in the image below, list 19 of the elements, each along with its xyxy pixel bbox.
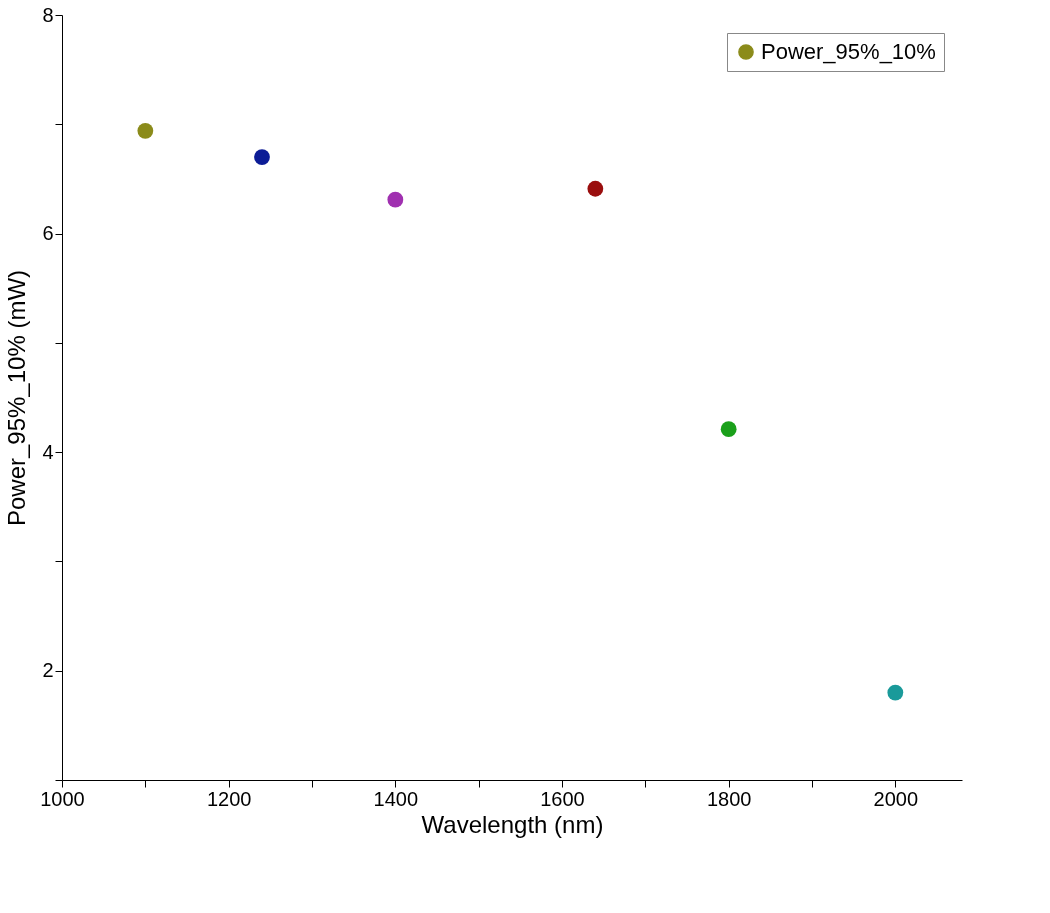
y-tick-label: 2 bbox=[42, 659, 54, 682]
point bbox=[254, 149, 270, 165]
y-tick-label: 6 bbox=[42, 222, 54, 245]
x-tick-label: 1200 bbox=[206, 787, 252, 810]
point bbox=[887, 684, 904, 701]
x-tick-label: 1000 bbox=[40, 787, 85, 810]
point bbox=[137, 122, 154, 139]
point bbox=[587, 180, 604, 197]
y-axis-title: Power_95%_10% (mW) bbox=[3, 269, 31, 527]
x-tick-label: 1600 bbox=[540, 787, 585, 810]
x-tick-label: 2000 bbox=[873, 787, 919, 810]
x-axis-title: Wavelength (nm) bbox=[421, 810, 604, 838]
x-tick-label: 1800 bbox=[706, 787, 752, 810]
legend-label: Power_95%_10% bbox=[761, 39, 936, 64]
y-tick-label: 4 bbox=[42, 440, 54, 463]
x-tick-label: 1400 bbox=[373, 787, 419, 810]
point bbox=[387, 191, 404, 208]
y-tick-label: 8 bbox=[42, 3, 54, 26]
point bbox=[720, 421, 737, 438]
